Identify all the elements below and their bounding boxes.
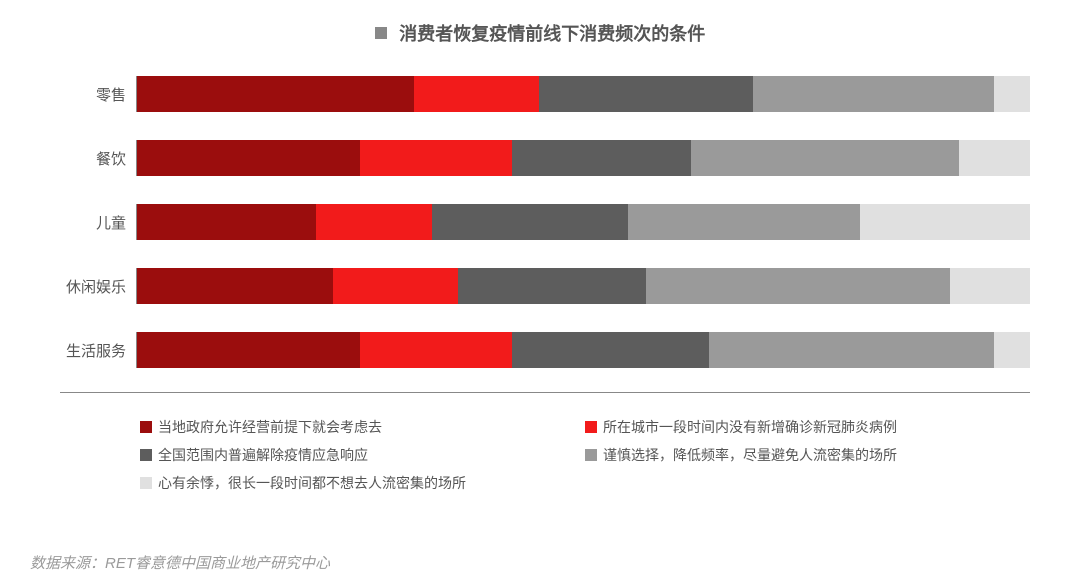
legend-item: 谨慎选择，降低频率，尽量避免人流密集的场所 (585, 445, 1010, 465)
bar-segment (994, 76, 1030, 112)
bar-segment (628, 204, 860, 240)
bar-segment (432, 204, 628, 240)
title-marker (375, 27, 387, 39)
bar-segment (137, 268, 333, 304)
legend-item: 全国范围内普遍解除疫情应急响应 (140, 445, 565, 465)
bar-track (136, 76, 1030, 112)
legend-swatch (140, 449, 152, 461)
bar-segment (458, 268, 646, 304)
bar-segment (646, 268, 950, 304)
legend-item: 当地政府允许经营前提下就会考虑去 (140, 417, 565, 437)
bar-segment (860, 204, 1030, 240)
bar-segment (360, 140, 512, 176)
bar-segment (512, 140, 691, 176)
bar-segment (512, 332, 708, 368)
legend-swatch (585, 421, 597, 433)
bar-segment (539, 76, 753, 112)
bar-track (136, 140, 1030, 176)
bar-segment (414, 76, 539, 112)
bar-row: 零售 (60, 76, 1030, 112)
legend-swatch (140, 477, 152, 489)
category-label: 生活服务 (60, 340, 136, 361)
category-label: 餐饮 (60, 148, 136, 169)
bar-row: 儿童 (60, 204, 1030, 240)
bar-segment (950, 268, 1030, 304)
bar-segment (137, 332, 360, 368)
bar-segment (691, 140, 959, 176)
legend: 当地政府允许经营前提下就会考虑去 所在城市一段时间内没有新增确诊新冠肺炎病例全国范… (140, 417, 1010, 493)
legend-swatch (140, 421, 152, 433)
chart-area: 零售餐饮儿童休闲娱乐生活服务 (60, 76, 1030, 393)
bar-segment (709, 332, 995, 368)
bar-track (136, 204, 1030, 240)
bar-row: 休闲娱乐 (60, 268, 1030, 304)
bar-row: 生活服务 (60, 332, 1030, 368)
bar-segment (753, 76, 994, 112)
legend-label: 全国范围内普遍解除疫情应急响应 (158, 445, 368, 465)
bar-track (136, 332, 1030, 368)
bar-segment (137, 204, 316, 240)
category-label: 休闲娱乐 (60, 276, 136, 297)
bar-segment (959, 140, 1030, 176)
bar-segment (994, 332, 1030, 368)
category-label: 儿童 (60, 212, 136, 233)
legend-item: 心有余悸，很长一段时间都不想去人流密集的场所 (140, 473, 565, 493)
legend-label: 心有余悸，很长一段时间都不想去人流密集的场所 (158, 473, 466, 493)
bar-segment (360, 332, 512, 368)
data-source: 数据来源：RET睿意德中国商业地产研究中心 (30, 552, 330, 573)
bar-segment (137, 140, 360, 176)
legend-label: 谨慎选择，降低频率，尽量避免人流密集的场所 (603, 445, 897, 465)
legend-swatch (585, 449, 597, 461)
chart-title: 消费者恢复疫情前线下消费频次的条件 (399, 20, 705, 46)
legend-label: 当地政府允许经营前提下就会考虑去 (158, 417, 382, 437)
bar-segment (137, 76, 414, 112)
chart-title-row: 消费者恢复疫情前线下消费频次的条件 (30, 20, 1050, 46)
bar-segment (316, 204, 432, 240)
legend-label: 所在城市一段时间内没有新增确诊新冠肺炎病例 (603, 417, 897, 437)
bar-track (136, 268, 1030, 304)
category-label: 零售 (60, 84, 136, 105)
bar-segment (333, 268, 458, 304)
legend-item: 所在城市一段时间内没有新增确诊新冠肺炎病例 (585, 417, 1010, 437)
bar-row: 餐饮 (60, 140, 1030, 176)
